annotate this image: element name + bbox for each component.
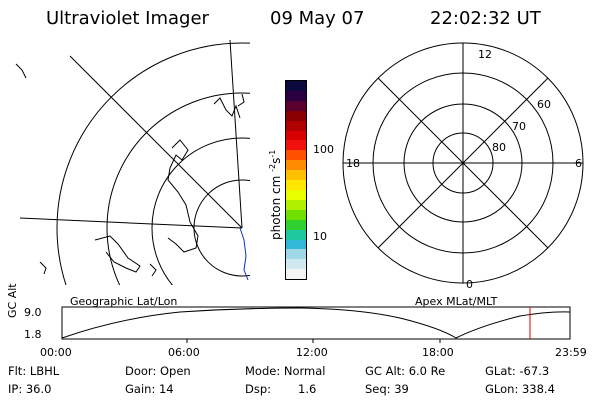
apex-label: Apex MLat/MLT bbox=[415, 295, 498, 308]
color-bar bbox=[285, 80, 307, 280]
geographic-label: Geographic Lat/Lon bbox=[70, 295, 178, 308]
glon-status: GLon: 338.4 bbox=[485, 382, 555, 396]
colorbar-segment bbox=[286, 110, 306, 121]
gc-alt-status: GC Alt: 6.0 Re bbox=[365, 364, 446, 378]
coastline bbox=[237, 93, 245, 107]
mode-status: Mode: Normal bbox=[245, 364, 326, 378]
seq-status: Seq: 39 bbox=[365, 382, 409, 396]
colorbar-segment bbox=[286, 140, 306, 151]
colorbar-segment bbox=[286, 150, 306, 161]
colorbar-segment bbox=[286, 81, 306, 91]
mlt-line bbox=[377, 77, 549, 249]
colorbar-segment bbox=[286, 90, 306, 101]
gain-status: Gain: 14 bbox=[125, 382, 174, 396]
coastline bbox=[39, 261, 47, 275]
mlt-label-12: 12 bbox=[478, 48, 492, 61]
coastline bbox=[94, 235, 141, 273]
y-tick-9: 9.0 bbox=[24, 306, 42, 319]
colorbar-segment bbox=[286, 160, 306, 171]
colorbar-tick-100: 100 bbox=[313, 143, 334, 156]
filter-status: Flt: LBHL bbox=[8, 364, 60, 378]
lat-circle bbox=[106, 92, 250, 285]
ip-status: IP: 36.0 bbox=[8, 382, 52, 396]
meridian-line bbox=[69, 55, 243, 229]
mlt-label-0: 0 bbox=[466, 278, 473, 291]
lat-circle bbox=[151, 137, 250, 285]
glat-status: GLat: -67.3 bbox=[485, 364, 550, 378]
lat-label-70: 70 bbox=[512, 120, 526, 133]
x-tick-0600: 06:00 bbox=[168, 346, 200, 359]
meridian-line bbox=[19, 217, 243, 229]
colorbar-segment bbox=[286, 239, 306, 250]
mlt-label-6: 6 bbox=[575, 157, 582, 170]
altitude-curve bbox=[61, 307, 571, 339]
colorbar-segment bbox=[286, 100, 306, 111]
coastline bbox=[15, 63, 27, 79]
colorbar-segment bbox=[286, 259, 306, 270]
colorbar-segment bbox=[286, 229, 306, 240]
door-status: Door: Open bbox=[125, 364, 191, 378]
colorbar-segment bbox=[286, 120, 306, 131]
x-tick-0000: 00:00 bbox=[40, 346, 72, 359]
x-tick-2359: 23:59 bbox=[555, 346, 587, 359]
lat-label-80: 80 bbox=[492, 141, 506, 154]
meridian-line bbox=[229, 40, 243, 229]
colorbar-segment bbox=[286, 269, 306, 280]
coastline bbox=[167, 139, 199, 253]
coastline bbox=[149, 263, 157, 277]
timeline-ylabel: GC Alt bbox=[6, 283, 19, 318]
mlt-label-18: 18 bbox=[346, 157, 360, 170]
colorbar-segment bbox=[286, 199, 306, 210]
terminator-line bbox=[239, 227, 249, 281]
instrument-title: Ultraviolet Imager bbox=[46, 8, 209, 29]
colorbar-segment bbox=[286, 219, 306, 230]
timeline-frame bbox=[61, 306, 571, 340]
colorbar-segment bbox=[286, 249, 306, 260]
x-tick-1800: 18:00 bbox=[422, 346, 454, 359]
dsp-label: Dsp: bbox=[245, 382, 272, 396]
coastline bbox=[213, 97, 241, 119]
colorbar-segment bbox=[286, 130, 306, 141]
colorbar-segment bbox=[286, 180, 306, 190]
colorbar-segment bbox=[286, 189, 306, 200]
date-label: 09 May 07 bbox=[270, 8, 365, 29]
dsp-value: 1.6 bbox=[298, 382, 317, 396]
time-label: 22:02:32 UT bbox=[430, 8, 541, 29]
y-tick-1-8: 1.8 bbox=[24, 328, 42, 341]
x-tick-1200: 12:00 bbox=[296, 346, 328, 359]
lat-circle bbox=[56, 42, 250, 285]
colorbar-segment bbox=[286, 209, 306, 220]
colorbar-tick-10: 10 bbox=[313, 230, 327, 243]
colorbar-segment bbox=[286, 170, 306, 181]
lat-label-60: 60 bbox=[537, 98, 551, 111]
